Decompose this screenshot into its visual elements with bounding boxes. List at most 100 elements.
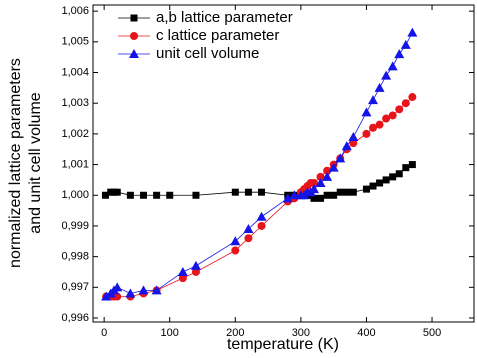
y-tick-label: 1,004: [61, 66, 89, 78]
marker: [166, 191, 174, 199]
marker: [192, 191, 200, 199]
legend-label: a,b lattice parameter: [156, 9, 293, 26]
marker: [125, 288, 136, 298]
y-tick-label: 0,996: [61, 312, 89, 324]
marker: [191, 267, 200, 276]
marker: [153, 191, 161, 199]
marker: [375, 120, 384, 129]
x-tick-label: 100: [161, 327, 179, 339]
marker: [400, 39, 411, 49]
x-tick-label: 300: [292, 327, 310, 339]
marker: [178, 274, 187, 283]
legend-marker: [130, 32, 138, 40]
marker: [407, 27, 418, 37]
marker: [374, 82, 385, 92]
x-tick-label: 200: [226, 327, 244, 339]
marker: [230, 236, 241, 246]
marker: [323, 166, 332, 175]
series-line: [105, 32, 413, 297]
marker: [368, 95, 379, 105]
marker: [315, 177, 326, 187]
marker: [190, 260, 201, 270]
plot-frame: [92, 4, 475, 323]
y-tick-label: 1,005: [61, 36, 89, 48]
marker: [388, 111, 397, 120]
marker: [308, 184, 319, 194]
marker: [408, 161, 416, 169]
marker: [341, 141, 352, 151]
y-axis-label: normalized lattice parameters: [7, 58, 24, 268]
y-tick-label: 1,002: [61, 128, 89, 140]
marker: [408, 93, 417, 102]
marker: [369, 182, 377, 190]
marker: [376, 179, 384, 187]
x-tick-label: 500: [423, 327, 441, 339]
marker: [381, 70, 392, 80]
marker: [139, 191, 147, 199]
marker: [348, 131, 359, 141]
x-tick-label: 0: [101, 327, 107, 339]
marker: [382, 114, 391, 123]
marker: [309, 178, 318, 187]
marker: [362, 185, 370, 193]
marker: [328, 162, 339, 172]
marker: [310, 194, 318, 202]
marker: [395, 105, 404, 114]
marker: [322, 171, 333, 181]
marker: [349, 188, 357, 196]
marker: [330, 191, 338, 199]
marker: [387, 61, 398, 71]
x-tick-label: 400: [357, 327, 375, 339]
marker: [402, 164, 410, 172]
marker: [113, 188, 121, 196]
marker: [257, 221, 266, 230]
legend-marker: [130, 14, 138, 22]
y-axis-label: and unit cell volume: [27, 92, 44, 234]
marker: [138, 285, 149, 295]
legend-label: c lattice parameter: [156, 27, 279, 44]
marker: [177, 266, 188, 276]
y-tick-label: 1,003: [61, 97, 89, 109]
marker: [336, 188, 344, 196]
y-tick-label: 1,006: [61, 5, 89, 17]
marker: [369, 123, 378, 132]
legend-label: unit cell volume: [156, 45, 259, 62]
marker: [316, 172, 325, 181]
marker: [382, 176, 390, 184]
marker: [349, 139, 358, 148]
marker: [361, 107, 372, 117]
marker: [101, 191, 109, 199]
marker: [126, 191, 134, 199]
marker: [231, 246, 240, 255]
marker: [317, 194, 325, 202]
marker: [244, 188, 252, 196]
marker: [113, 292, 122, 301]
marker: [231, 188, 239, 196]
marker: [101, 291, 112, 301]
marker: [394, 49, 405, 59]
y-tick-label: 0,997: [61, 281, 89, 293]
marker: [343, 188, 351, 196]
marker: [362, 129, 371, 138]
marker: [282, 193, 293, 203]
series-line: [106, 96, 413, 297]
y-tick-label: 1,001: [61, 158, 89, 170]
marker: [256, 211, 267, 221]
y-tick-label: 1,000: [61, 189, 89, 201]
marker: [389, 173, 397, 181]
marker: [401, 99, 410, 108]
x-axis-label: temperature (K): [227, 336, 339, 353]
marker: [258, 188, 266, 196]
legend-marker: [129, 49, 139, 58]
marker: [395, 170, 403, 178]
y-tick-label: 0,998: [61, 251, 89, 263]
marker: [244, 234, 253, 243]
y-tick-label: 0,999: [61, 220, 89, 232]
marker: [289, 190, 300, 200]
marker: [323, 191, 331, 199]
marker: [151, 285, 162, 295]
marker: [112, 282, 123, 292]
marker: [243, 224, 254, 234]
marker: [335, 153, 346, 163]
